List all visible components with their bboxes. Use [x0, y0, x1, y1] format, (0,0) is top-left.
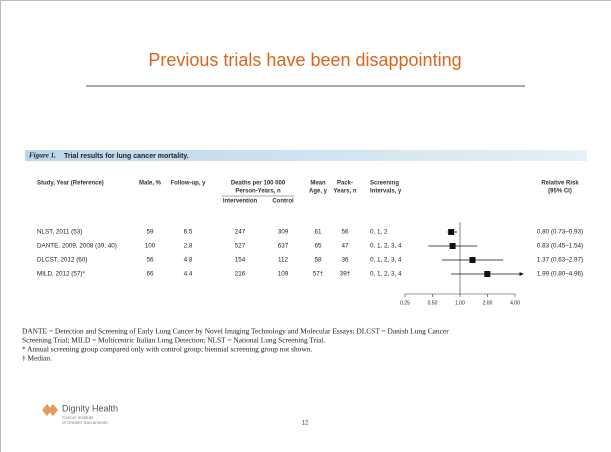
header: Follow-up, y: [171, 181, 207, 187]
header: Intervals, y: [370, 189, 402, 195]
cell: NLST, 2011 (53): [37, 229, 82, 236]
cell: 59: [146, 229, 154, 236]
cell: 112: [278, 257, 289, 264]
header: Mean: [310, 181, 326, 187]
cell: DLCST, 2012 (60): [37, 257, 87, 264]
logo-sub: of Greater Sacramento: [62, 420, 108, 425]
cell: 0.80 (0.73–0.93): [537, 229, 583, 236]
cell: 0, 1, 2, 3, 4: [370, 271, 402, 278]
cell: 154: [235, 257, 246, 264]
footnote: Screening Trial; MILD = Multicentric Ita…: [22, 336, 326, 345]
footnote: DANTE = Detection and Screening of Early…: [22, 327, 449, 336]
footnote: † Median.: [22, 354, 52, 363]
cell: 1.37 (0.63–2.97): [537, 257, 583, 264]
cell: 66: [146, 271, 154, 278]
cell: 4.8: [184, 257, 193, 264]
footnote: * Annual screening group compared only w…: [22, 345, 312, 354]
cell: MILD, 2012 (57)*: [37, 271, 85, 278]
logo-sub: Cancer Institute: [62, 415, 94, 420]
header: Male, %: [139, 181, 162, 187]
header: Intervention: [223, 199, 258, 205]
cell: DANTE, 2009, 2008 (39, 40): [37, 243, 117, 250]
tick-label: 0.50: [428, 300, 438, 306]
logo-name: Dignity Health: [62, 403, 118, 413]
header: Study, Year (Reference): [37, 181, 104, 187]
header: Screening: [370, 181, 399, 187]
cell: 4.4: [184, 271, 193, 278]
header: (95% CI): [548, 189, 572, 195]
page-number: 12: [302, 421, 309, 427]
cell: 39†: [340, 271, 351, 278]
point-estimate: [449, 243, 456, 249]
cell: 100: [145, 243, 156, 250]
cell: 65: [314, 243, 322, 250]
cell: 309: [278, 229, 289, 236]
tick-label: 0.25: [400, 300, 410, 306]
cell: 47: [341, 243, 349, 250]
cell: 56: [341, 229, 349, 236]
cell: 57†: [313, 271, 324, 278]
cell: 6.5: [184, 229, 193, 236]
logo: [42, 404, 58, 416]
cell: 109: [278, 271, 289, 278]
figure-label: Figure 1.: [29, 152, 56, 160]
header: Deaths per 100 000: [231, 181, 286, 187]
tick-label: 2.00: [483, 300, 493, 306]
cell: 637: [278, 243, 289, 250]
point-estimate: [448, 229, 455, 235]
cell: 527: [235, 243, 246, 250]
header: Age, y: [309, 189, 328, 195]
cell: 1.99 (0.80–4.96): [537, 271, 583, 278]
caption-bar: [25, 150, 587, 161]
point-estimate: [484, 271, 491, 277]
header: Relative Risk: [541, 181, 579, 187]
point-estimate: [469, 257, 476, 263]
header: Control: [272, 199, 294, 205]
figure-caption: Trial results for lung cancer mortality.: [64, 153, 189, 160]
cell: 216: [235, 271, 246, 278]
cell: 0, 1, 2, 3, 4: [370, 257, 402, 264]
cell: 2.8: [184, 243, 193, 250]
header: Person-Years, n: [235, 189, 281, 195]
cell: 0, 1, 2, 3, 4: [370, 243, 402, 250]
header: Years, n: [333, 189, 356, 195]
cell: 36: [341, 257, 349, 264]
tick-label: 4.00: [510, 300, 520, 306]
header: Pack-: [337, 181, 353, 187]
tick-label: 1.00: [455, 300, 465, 306]
cell: 58: [314, 257, 322, 264]
cell: 56: [146, 257, 154, 264]
cell: 0.83 (0.45–1.54): [537, 243, 583, 250]
cell: 247: [235, 229, 246, 236]
slide-title: Previous trials have been disappointing: [148, 50, 461, 70]
cell: 61: [314, 229, 322, 236]
ci-arrow: [519, 272, 524, 276]
cell: 0, 1, 2: [370, 229, 388, 236]
